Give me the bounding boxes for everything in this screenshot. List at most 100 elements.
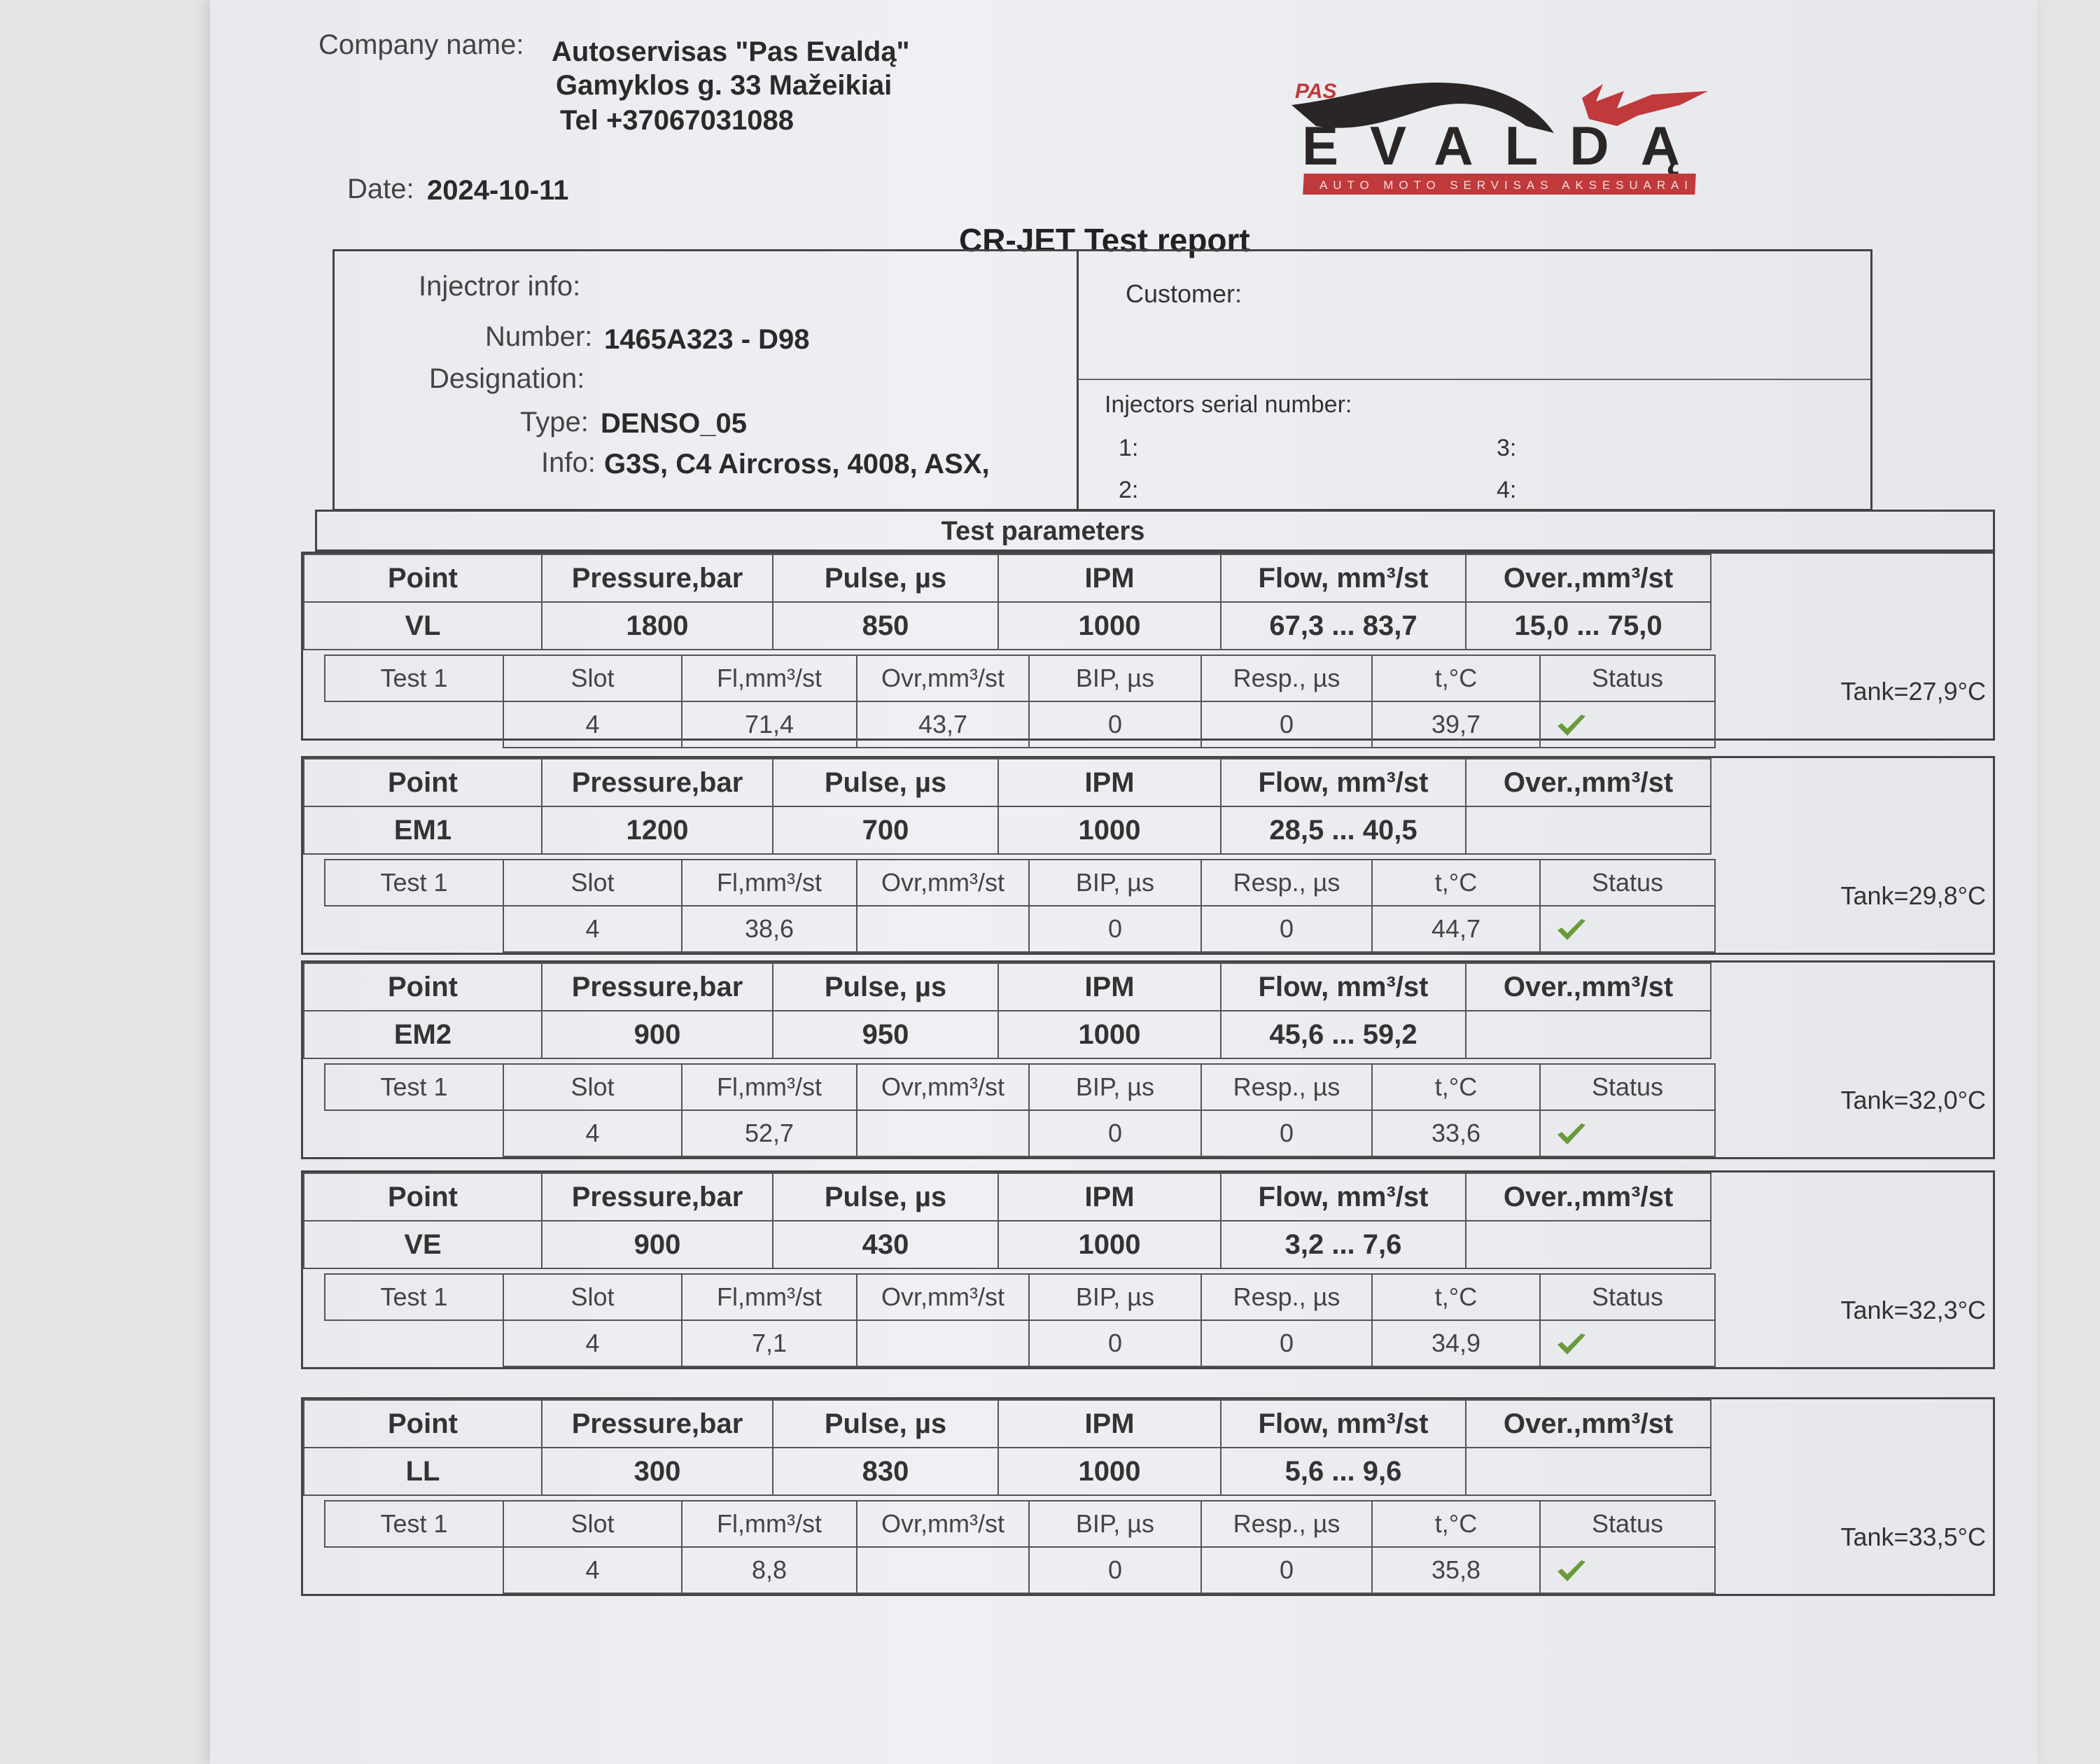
point-pressure-value: 1800 [541, 601, 774, 650]
test-ovr-value: 43,7 [856, 701, 1030, 748]
company-phone: Tel +37067031088 [560, 105, 794, 136]
test-parameters-header: Test parameters [315, 510, 1995, 552]
point-over-value: 15,0 ... 75,0 [1465, 601, 1712, 650]
point-header-cell: Over.,mm³/st [1465, 554, 1712, 603]
test-label: Test 1 [324, 654, 504, 702]
date-label: Date: [347, 174, 414, 204]
point-header-cell: IPM [997, 962, 1222, 1011]
test-ovr-value [856, 905, 1030, 953]
point-header-cell: IPM [997, 1399, 1222, 1448]
test-bip-value: 0 [1028, 1320, 1202, 1367]
point-pulse-value: 700 [772, 806, 999, 855]
test-resp-value: 0 [1200, 905, 1373, 953]
test-fl-value: 8,8 [681, 1546, 858, 1594]
point-header-cell: IPM [997, 758, 1222, 807]
point-value-row: VE 900 430 1000 3,2 ... 7,6 [303, 1220, 1712, 1269]
info-box: Injectror info: Number: 1465A323 - D98 D… [332, 249, 1872, 511]
test-header-cell: Status [1539, 1063, 1716, 1111]
test-header-cell: Status [1539, 859, 1716, 906]
report-title: CR-JET Test report [959, 222, 1250, 258]
test-status-value [1539, 905, 1716, 953]
point-table: Point Pressure,bar Pulse, µs IPM Flow, mm³/s… [303, 962, 1712, 1059]
test-point-block: Point Pressure,bar Pulse, µs IPM Flow, mm³/s… [301, 1170, 1995, 1369]
test-header-row: Test 1 Slot Fl,mm³/st Ovr,mm³/st BIP, µs Resp… [324, 654, 1716, 702]
point-header-row: Point Pressure,bar Pulse, µs IPM Flow, mm³/s… [303, 758, 1712, 807]
test-bip-value: 0 [1028, 905, 1202, 953]
point-over-value [1465, 1010, 1712, 1059]
point-header-cell: Flow, mm³/st [1220, 962, 1466, 1011]
test-header-row: Test 1 Slot Fl,mm³/st Ovr,mm³/st BIP, µs Resp… [324, 1500, 1716, 1548]
test-header-cell: Slot [503, 859, 682, 906]
test-point-block: Point Pressure,bar Pulse, µs IPM Flow, mm³/s… [301, 552, 1995, 748]
point-header-cell: IPM [997, 1172, 1222, 1222]
point-pulse-value: 850 [772, 601, 999, 650]
test-header-cell: Resp., µs [1200, 1500, 1373, 1548]
point-header-cell: Pressure,bar [541, 962, 774, 1011]
report-paper: Company name: Autoservisas "Pas Evaldą" … [210, 0, 2037, 1764]
point-pressure-value: 300 [541, 1447, 774, 1496]
point-flow-value: 28,5 ... 40,5 [1220, 806, 1466, 855]
test-header-cell: Slot [503, 1063, 682, 1111]
test-header-cell: BIP, µs [1028, 654, 1202, 702]
test-status-value [1539, 701, 1716, 748]
status-ok-check-icon [1558, 1333, 1586, 1354]
test-header-cell: Resp., µs [1200, 654, 1373, 702]
test-slot-value: 4 [503, 1110, 682, 1157]
point-header-cell: Pulse, µs [772, 962, 999, 1011]
test-fl-value: 38,6 [681, 905, 858, 953]
point-point-value: EM1 [303, 806, 542, 855]
test-fl-value: 7,1 [681, 1320, 858, 1367]
test-header-cell: Fl,mm³/st [681, 654, 858, 702]
point-point-value: EM2 [303, 1010, 542, 1059]
test-header-cell: Slot [503, 1273, 682, 1321]
test-slot-value: 4 [503, 701, 682, 748]
test-header-cell: Ovr,mm³/st [856, 1273, 1030, 1321]
point-header-cell: Pressure,bar [541, 1399, 774, 1448]
point-flow-value: 67,3 ... 83,7 [1220, 601, 1466, 650]
test-value-row: 4 38,6 0 0 44,7 [325, 905, 1716, 953]
point-header-row: Point Pressure,bar Pulse, µs IPM Flow, mm³/s… [303, 554, 1712, 603]
point-ipm-value: 1000 [997, 1010, 1222, 1059]
test-point-block: Point Pressure,bar Pulse, µs IPM Flow, mm³/s… [301, 960, 1995, 1159]
test-header-cell: t,°C [1371, 1500, 1541, 1548]
info-label: Info: [541, 447, 596, 478]
test-header-cell: Status [1539, 654, 1716, 702]
test-result-table: Test 1 Slot Fl,mm³/st Ovr,mm³/st BIP, µs Resp… [324, 1273, 1716, 1367]
test-header-cell: Ovr,mm³/st [856, 1063, 1030, 1111]
test-status-value [1539, 1546, 1716, 1594]
serial-slot-3: 3: [1497, 435, 1517, 461]
point-table: Point Pressure,bar Pulse, µs IPM Flow, mm³/s… [303, 1172, 1712, 1269]
point-pressure-value: 900 [541, 1010, 774, 1059]
test-t-value: 33,6 [1371, 1110, 1541, 1157]
test-result-table: Test 1 Slot Fl,mm³/st Ovr,mm³/st BIP, µs Resp… [324, 1500, 1716, 1594]
logo-banner-text: AUTO MOTO SERVISAS AKSESUARAI [1320, 178, 1690, 192]
point-header-cell: Flow, mm³/st [1220, 758, 1466, 807]
status-ok-check-icon [1558, 714, 1586, 736]
point-ipm-value: 1000 [997, 1220, 1222, 1269]
test-header-cell: Fl,mm³/st [681, 859, 858, 906]
point-header-cell: Flow, mm³/st [1220, 1399, 1466, 1448]
test-header-cell: Ovr,mm³/st [856, 1500, 1030, 1548]
point-point-value: VE [303, 1220, 542, 1269]
tank-temperature: Tank=32,0°C [1840, 1086, 1986, 1114]
test-header-cell: Fl,mm³/st [681, 1063, 858, 1111]
test-label: Test 1 [324, 859, 504, 906]
point-header-cell: Flow, mm³/st [1220, 554, 1466, 603]
point-value-row: LL 300 830 1000 5,6 ... 9,6 [303, 1447, 1712, 1496]
test-header-cell: Status [1539, 1273, 1716, 1321]
test-resp-value: 0 [1200, 1546, 1373, 1594]
test-slot-value: 4 [503, 1546, 682, 1594]
status-ok-check-icon [1558, 1123, 1586, 1144]
point-header-cell: Pressure,bar [541, 758, 774, 807]
type-label: Type: [520, 407, 589, 438]
point-flow-value: 45,6 ... 59,2 [1220, 1010, 1466, 1059]
test-label: Test 1 [324, 1063, 504, 1111]
test-value-row: 4 7,1 0 0 34,9 [325, 1320, 1716, 1367]
point-header-cell: IPM [997, 554, 1222, 603]
test-header-row: Test 1 Slot Fl,mm³/st Ovr,mm³/st BIP, µs Resp… [324, 1273, 1716, 1321]
test-header-cell: BIP, µs [1028, 859, 1202, 906]
point-pressure-value: 900 [541, 1220, 774, 1269]
serial-slot-2: 2: [1119, 477, 1139, 503]
test-ovr-value [856, 1320, 1030, 1367]
injector-info: G3S, C4 Aircross, 4008, ASX, [604, 449, 990, 479]
